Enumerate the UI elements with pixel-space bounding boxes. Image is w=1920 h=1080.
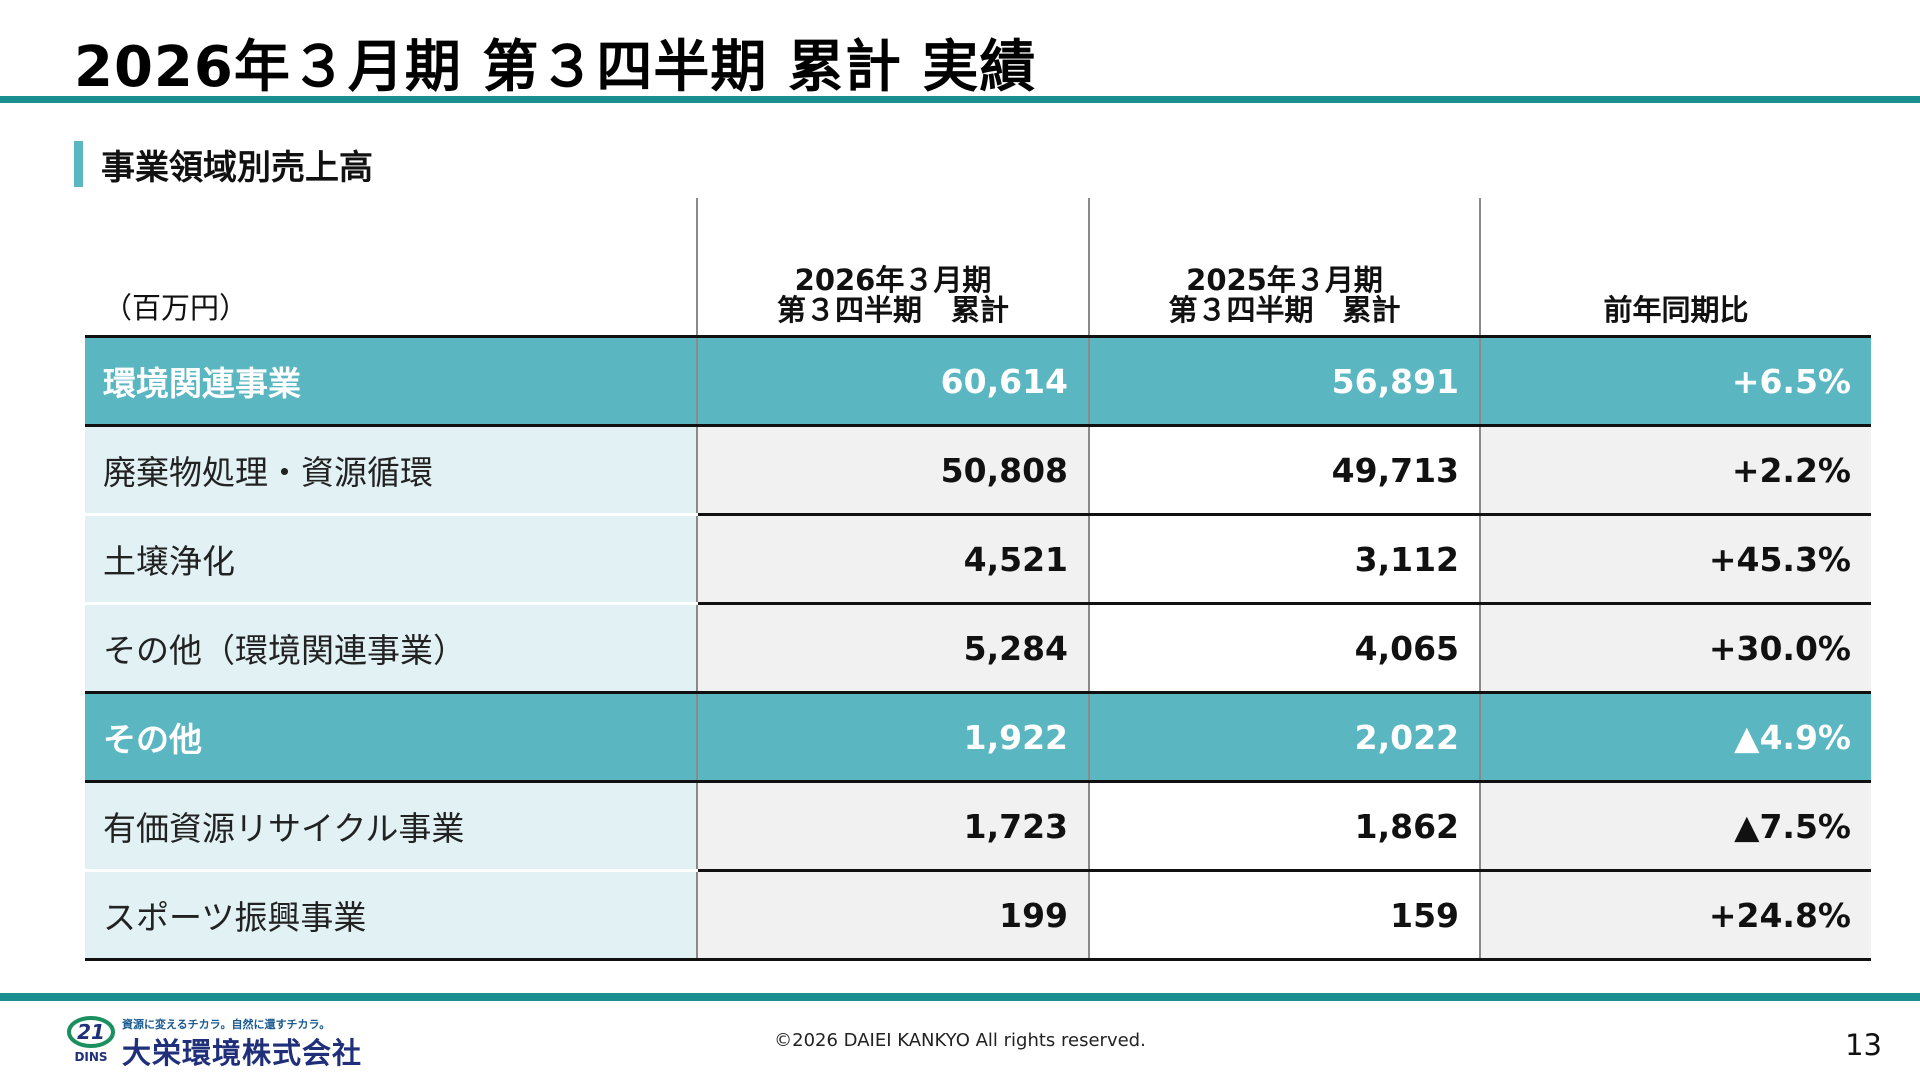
current-value: 60,614 — [696, 336, 1089, 427]
yoy-value: +30.0% — [1479, 603, 1871, 694]
table-row: スポーツ振興事業 199 159 +24.8% — [85, 870, 1871, 961]
current-value: 4,521 — [696, 514, 1089, 605]
dins-logo-icon: 21 DINS — [67, 1016, 115, 1064]
table-header-row: （百万円） 2026年３月期 第３四半期 累計 2025年３月期 第３四半期 累… — [85, 198, 1871, 338]
yoy-value: ▲7.5% — [1479, 781, 1871, 872]
row-label: 有価資源リサイクル事業 — [85, 781, 697, 872]
column-header-yoy: 前年同期比 — [1479, 198, 1871, 338]
previous-value: 49,713 — [1088, 425, 1480, 516]
row-label: 土壌浄化 — [85, 514, 697, 605]
footer-divider — [0, 993, 1920, 1001]
yoy-value: ▲4.9% — [1479, 692, 1871, 783]
yoy-value: +2.2% — [1479, 425, 1871, 516]
company-name: 大栄環境株式会社 — [122, 1036, 363, 1070]
row-label: その他（環境関連事業） — [85, 603, 697, 694]
table-row: 土壌浄化 4,521 3,112 +45.3% — [85, 514, 1871, 605]
copyright-text: ©2026 DAIEI KANKYO All rights reserved. — [774, 1030, 1146, 1051]
unit-label: （百万円） — [85, 198, 697, 338]
column-header-yoy-line2: 前年同期比 — [1603, 293, 1749, 327]
section-heading: 事業領域別売上高 — [74, 141, 373, 188]
current-value: 1,723 — [696, 781, 1089, 872]
column-header-previous-line1: 2025年３月期 — [1186, 263, 1383, 297]
table-row: 有価資源リサイクル事業 1,723 1,862 ▲7.5% — [85, 781, 1871, 872]
row-label: 廃棄物処理・資源循環 — [85, 425, 697, 516]
logo-tagline: 資源に変えるチカラ。自然に還すチカラ。 — [122, 1018, 331, 1031]
yoy-value: +45.3% — [1479, 514, 1871, 605]
previous-value: 3,112 — [1088, 514, 1480, 605]
page-title: 2026年３月期 第３四半期 累計 実績 — [74, 35, 1037, 100]
current-value: 199 — [696, 870, 1089, 961]
current-value: 5,284 — [696, 603, 1089, 694]
current-value: 50,808 — [696, 425, 1089, 516]
page-number: 13 — [1845, 1028, 1882, 1062]
section-title: 事業領域別売上高 — [101, 147, 373, 188]
column-header-current-line1: 2026年３月期 — [794, 263, 992, 297]
column-header-previous-line2: 第３四半期 累計 — [1168, 293, 1401, 327]
table-row: その他（環境関連事業） 5,284 4,065 +30.0% — [85, 603, 1871, 694]
previous-value: 159 — [1088, 870, 1480, 961]
previous-value: 2,022 — [1088, 692, 1480, 783]
table-row-category: その他 1,922 2,022 ▲4.9% — [85, 692, 1871, 783]
row-label: 環境関連事業 — [85, 336, 697, 427]
column-header-current-line2: 第３四半期 累計 — [776, 293, 1009, 327]
current-value: 1,922 — [696, 692, 1089, 783]
company-logo: 21 DINS 資源に変えるチカラ。自然に還すチカラ。 大栄環境株式会社 — [66, 1014, 361, 1070]
svg-text:DINS: DINS — [74, 1050, 107, 1064]
previous-value: 56,891 — [1088, 336, 1480, 427]
previous-value: 1,862 — [1088, 781, 1480, 872]
table-row-category: 環境関連事業 60,614 56,891 +6.5% — [85, 336, 1871, 427]
yoy-value: +24.8% — [1479, 870, 1871, 961]
title-divider — [0, 96, 1920, 103]
column-header-previous: 2025年３月期 第３四半期 累計 — [1088, 198, 1480, 338]
row-label: その他 — [85, 692, 697, 783]
previous-value: 4,065 — [1088, 603, 1480, 694]
table-row: 廃棄物処理・資源循環 50,808 49,713 +2.2% — [85, 425, 1871, 516]
section-accent-bar — [74, 141, 83, 187]
column-header-current: 2026年３月期 第３四半期 累計 — [696, 198, 1089, 338]
segment-sales-table: （百万円） 2026年３月期 第３四半期 累計 2025年３月期 第３四半期 累… — [85, 198, 1871, 961]
row-label: スポーツ振興事業 — [85, 870, 697, 961]
yoy-value: +6.5% — [1479, 336, 1871, 427]
svg-text:21: 21 — [77, 1020, 105, 1044]
